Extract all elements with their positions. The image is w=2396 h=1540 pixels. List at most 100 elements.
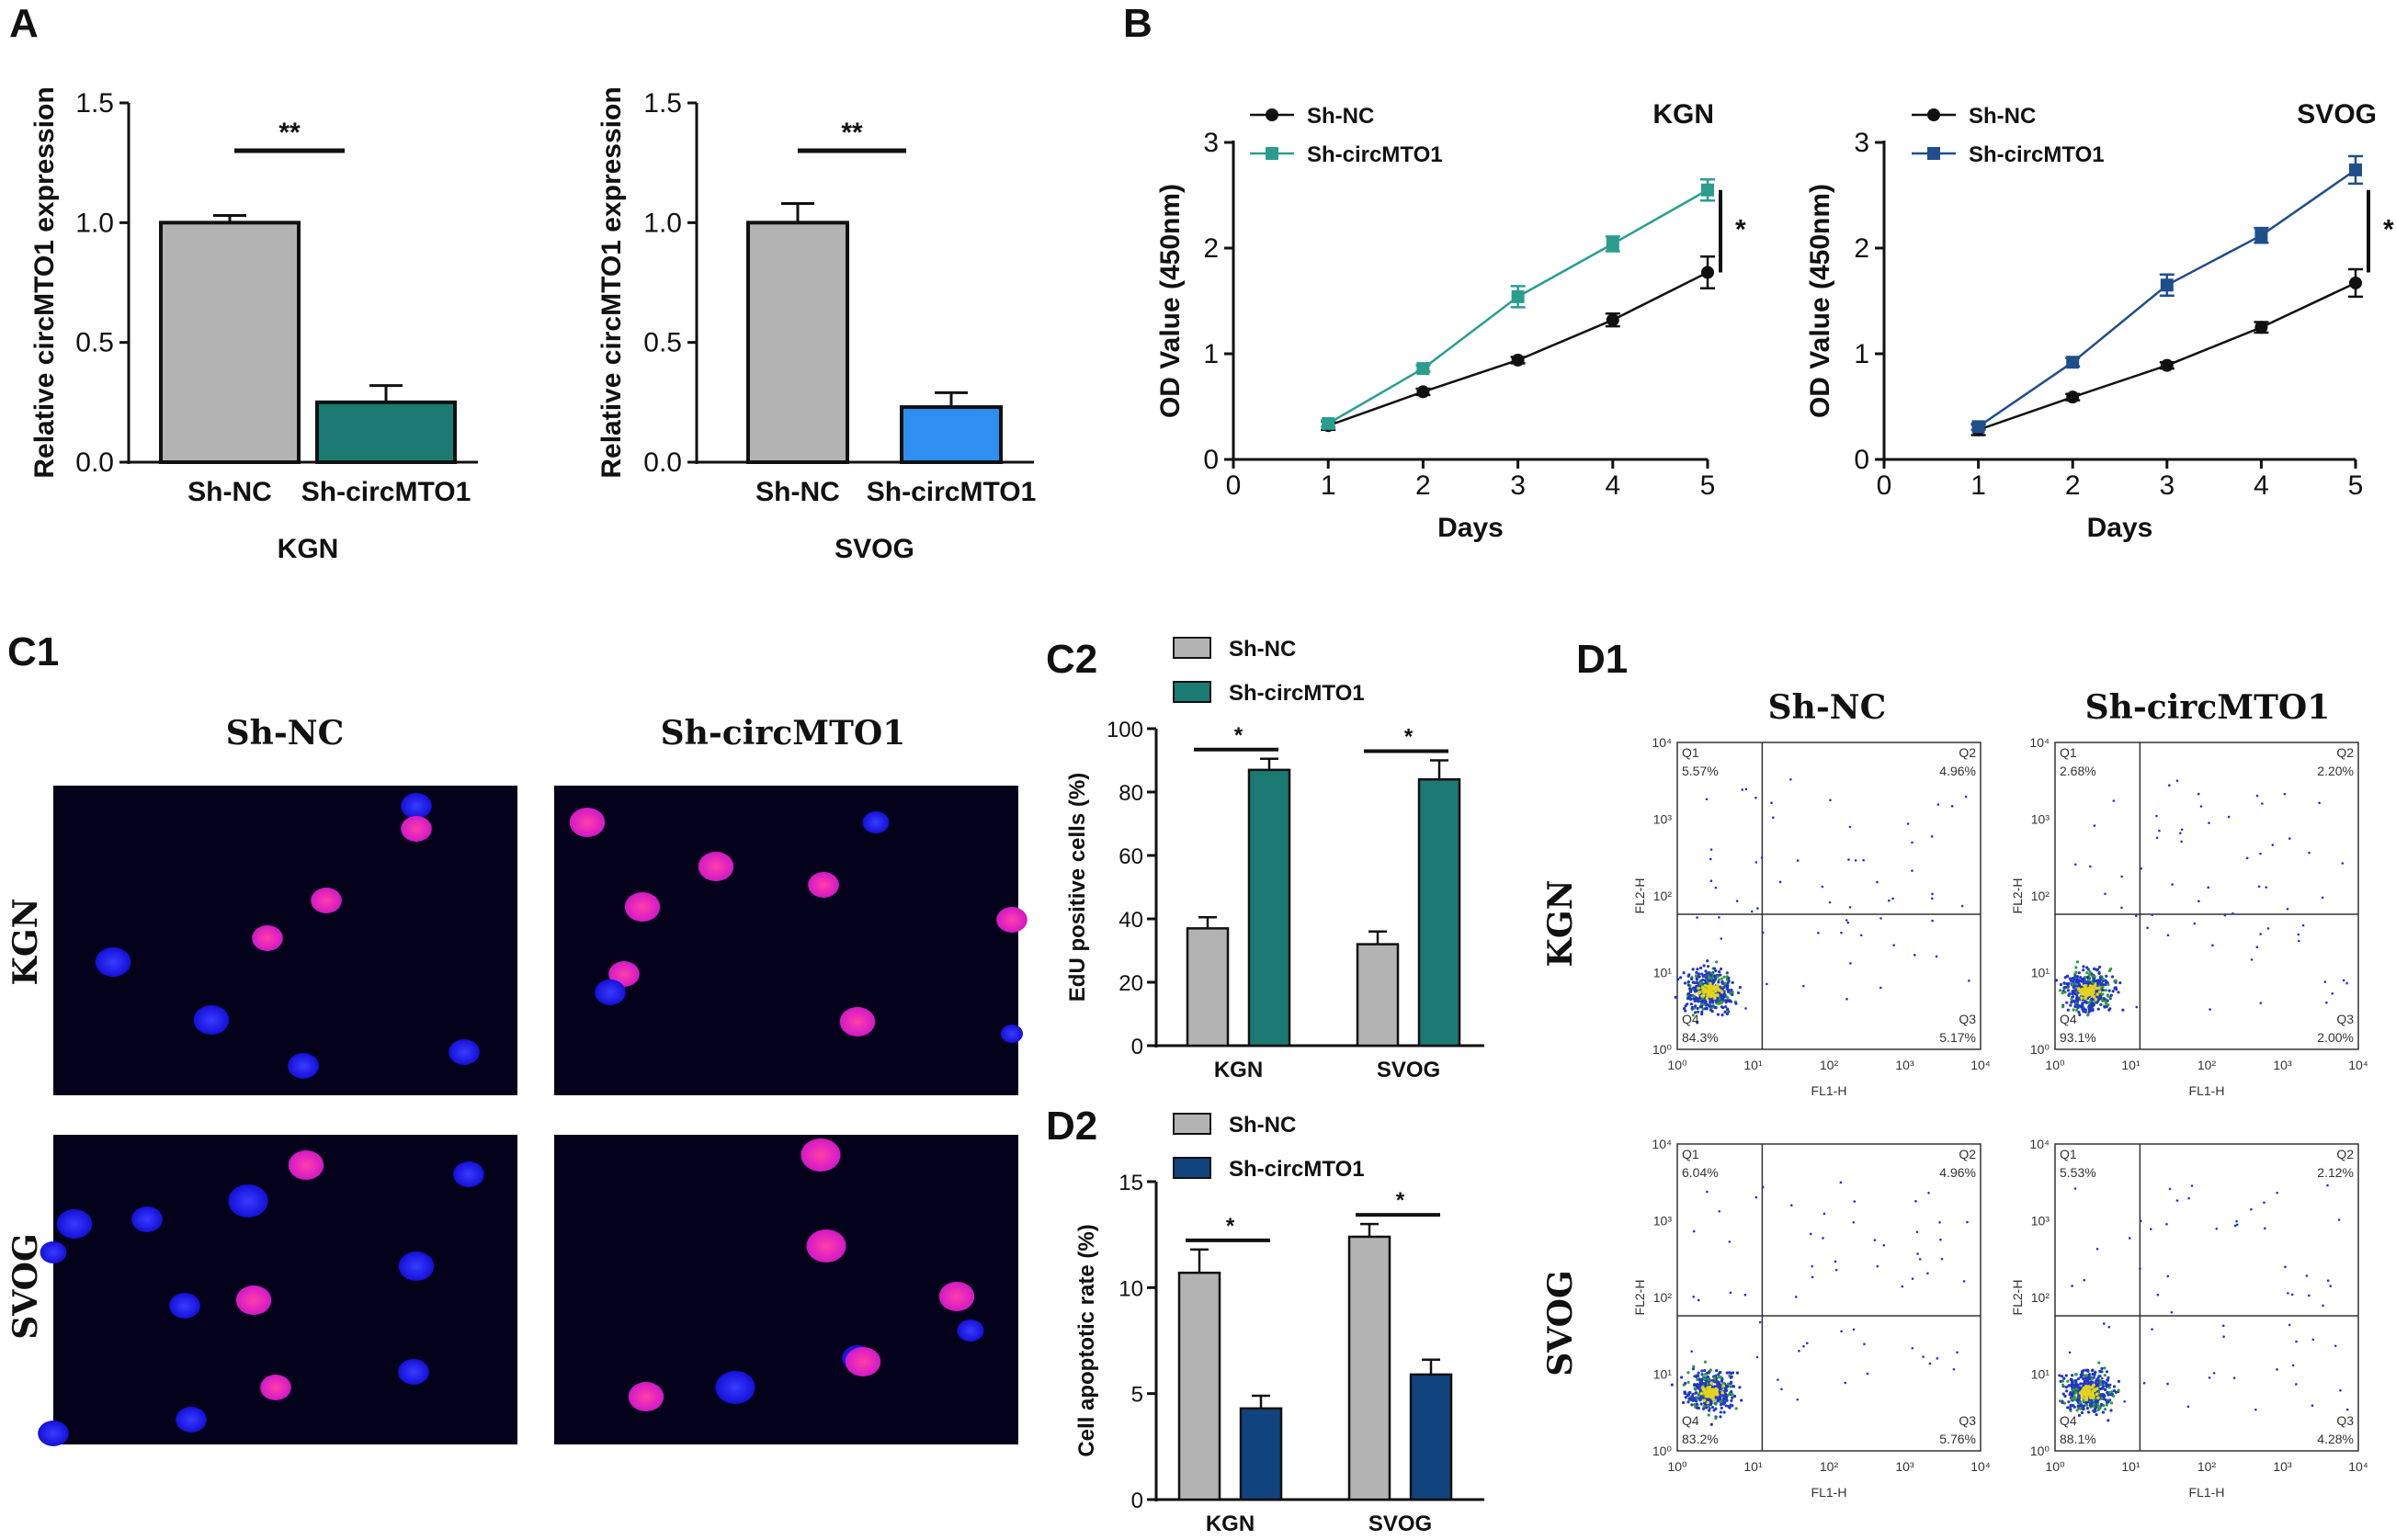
event-dot	[1686, 974, 1690, 978]
event-dot	[1802, 1344, 1805, 1348]
event-dot	[2207, 886, 2210, 889]
event-dot	[2076, 1398, 2080, 1401]
event-dot	[2104, 1398, 2107, 1402]
bar-chart-kgn-expression: 0.0 0.5 1.0 1.5 Sh-NC Sh-circMTO1 ** KGN Relativ…	[29, 86, 478, 564]
event-dot	[1726, 1007, 1730, 1011]
event-dot	[1710, 1405, 1715, 1410]
x-tick-label: 0	[1226, 470, 1242, 501]
micro-col-label-sh-nc: Sh-NC	[226, 714, 345, 753]
significance-marker: **	[841, 118, 863, 148]
event-dot	[1750, 910, 1754, 913]
event-dot	[2085, 1377, 2089, 1381]
event-dot	[2075, 1008, 2079, 1012]
event-dot	[2059, 1379, 2062, 1383]
y-tick-label: 10³	[2031, 1214, 2050, 1229]
event-dot	[2077, 1010, 2081, 1014]
event-dot	[1709, 981, 1712, 986]
event-dot	[2232, 1376, 2236, 1380]
event-dot	[2077, 983, 2082, 987]
y-axis-label: FL2-H	[2010, 878, 2025, 914]
event-dot	[1722, 975, 1726, 979]
y-tick-label: 10³	[1653, 812, 1673, 827]
event-dot	[2107, 1390, 2111, 1394]
event-dot	[2112, 1389, 2117, 1393]
significance-marker: **	[278, 118, 301, 148]
event-dot	[2099, 1002, 2103, 1007]
legend-swatch	[1173, 637, 1211, 659]
event-dot	[2276, 1368, 2278, 1371]
event-dot	[2068, 977, 2072, 980]
event-dot	[1716, 1397, 1720, 1401]
event-dot	[1720, 1390, 1724, 1395]
event-dot	[1735, 1371, 1740, 1375]
event-dot	[2089, 865, 2092, 868]
event-dot	[1697, 1298, 1700, 1302]
event-dot	[2075, 1409, 2079, 1412]
quadrant-value-q3: 5.76%	[1939, 1432, 1976, 1446]
event-dot	[1721, 1384, 1726, 1388]
event-dot	[2062, 1401, 2067, 1405]
event-dot	[1686, 1380, 1690, 1385]
event-dot	[2086, 1013, 2090, 1017]
event-dot	[2105, 1370, 2109, 1374]
bar-kgn-1	[1239, 1407, 1283, 1501]
significance-marker: *	[1735, 215, 1746, 245]
event-dot	[2155, 814, 2158, 818]
x-tick-label: 10⁰	[1667, 1459, 1687, 1474]
nucleus	[169, 1293, 200, 1319]
event-dot	[1915, 1230, 1919, 1234]
event-dot	[2095, 1382, 2098, 1386]
event-dot	[2103, 1005, 2106, 1009]
event-dot	[2087, 978, 2091, 982]
event-dot	[2101, 992, 2105, 996]
event-dot	[1709, 989, 1713, 993]
event-dot	[1720, 1013, 1724, 1017]
panel-label-d1: D1	[1576, 637, 1628, 682]
nucleus	[453, 1161, 484, 1187]
event-dot	[1844, 1381, 1847, 1385]
event-dot	[2071, 1285, 2073, 1287]
event-dot	[2088, 1396, 2093, 1399]
y-tick-label: 10⁰	[1652, 1042, 1673, 1057]
event-dot	[2106, 994, 2110, 998]
event-dot	[2077, 1413, 2082, 1417]
micro-kgn-sh-nc	[53, 786, 517, 1095]
event-dot	[2099, 1383, 2103, 1387]
quadrant-value-q2: 4.96%	[1939, 1165, 1976, 1180]
event-dot	[1726, 996, 1730, 1000]
event-dot	[1879, 986, 1882, 990]
event-dot	[2072, 984, 2077, 988]
event-dot	[2276, 1191, 2278, 1195]
event-dot	[2079, 1382, 2083, 1386]
y-tick-label: 0.0	[643, 447, 682, 478]
event-dot	[2082, 1387, 2086, 1391]
event-dot	[2166, 1382, 2169, 1386]
x-tick-label: 1	[1321, 470, 1336, 501]
nucleus	[957, 1319, 984, 1342]
event-dot	[2092, 1002, 2096, 1006]
microscopy-panel: Sh-NC Sh-circMTO1 KGN SVOG	[6, 714, 1028, 1446]
edu-positive-nucleus	[806, 1229, 846, 1263]
event-dot	[2087, 1375, 2091, 1378]
significance-marker: *	[2383, 215, 2394, 245]
event-dot	[2106, 999, 2109, 1002]
event-dot	[1696, 1377, 1699, 1382]
event-dot	[2288, 837, 2291, 840]
event-dot	[2155, 836, 2159, 840]
event-dot	[2087, 1377, 2091, 1381]
event-dot	[1796, 859, 1800, 862]
nucleus	[56, 1209, 93, 1239]
event-dot	[2117, 1388, 2120, 1392]
event-dot	[2086, 1400, 2090, 1404]
event-dot	[2101, 988, 2105, 992]
event-dot	[1707, 1405, 1711, 1409]
event-dot	[1700, 999, 1704, 1003]
event-dot	[1876, 1264, 1879, 1268]
event-dot	[1689, 977, 1694, 981]
event-dot	[2331, 992, 2334, 995]
event-dot	[2087, 1007, 2091, 1011]
event-dot	[2080, 1389, 2084, 1394]
event-dot	[1936, 803, 1940, 806]
event-dot	[2063, 991, 2067, 994]
event-dot	[2175, 1199, 2179, 1202]
